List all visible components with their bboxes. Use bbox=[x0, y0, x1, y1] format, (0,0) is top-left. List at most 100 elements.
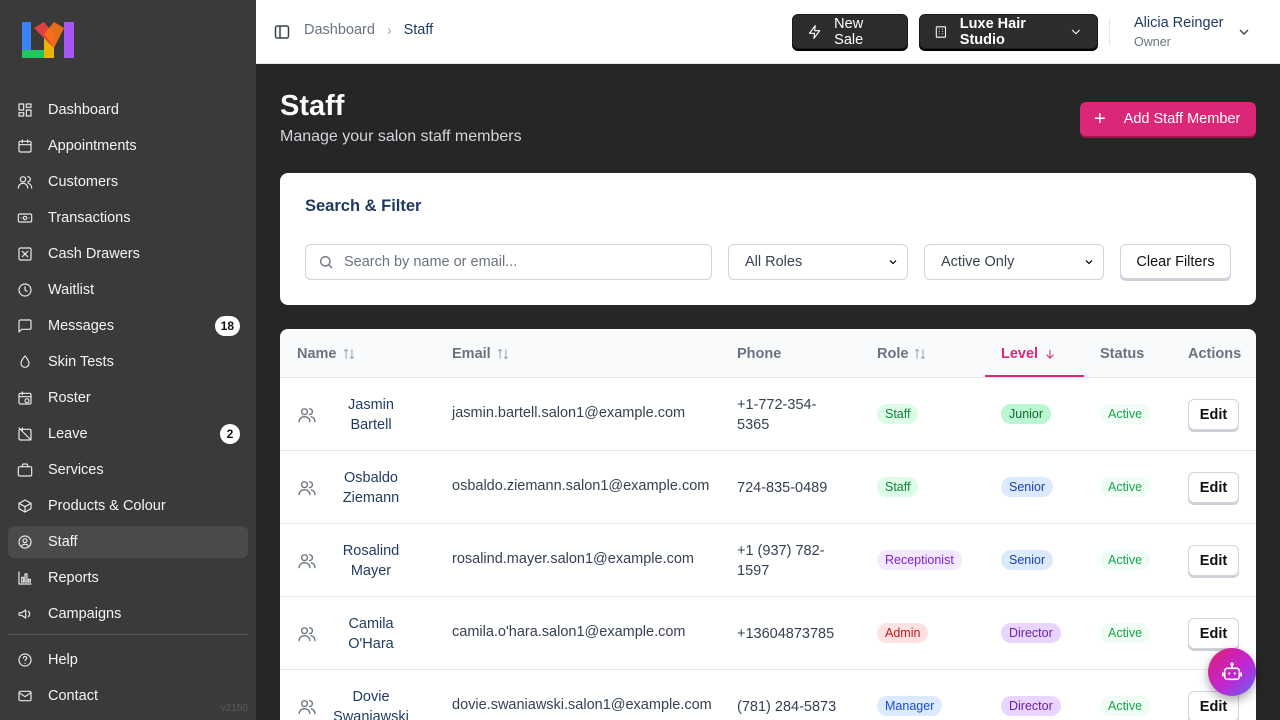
calendar-icon bbox=[16, 137, 34, 155]
sidebar-nav: Dashboard Appointments Customers Transactio… bbox=[8, 94, 248, 634]
add-staff-label: Add Staff Member bbox=[1123, 111, 1241, 127]
column-header-level[interactable]: Level bbox=[1001, 346, 1057, 362]
sidebar-item-label: Services bbox=[48, 462, 104, 478]
column-label: Name bbox=[297, 346, 337, 362]
staff-avatar-icon bbox=[297, 478, 317, 498]
breadcrumb-dashboard[interactable]: Dashboard bbox=[304, 22, 375, 38]
staff-email: osbaldo.ziemann.salon1@example.com bbox=[452, 478, 710, 494]
staff-phone: +1-772-354-5365 bbox=[737, 397, 817, 433]
status-filter-value: Active Only bbox=[941, 254, 1015, 270]
status-badge: Active bbox=[1100, 623, 1151, 643]
status-badge: Active bbox=[1100, 696, 1151, 716]
column-label: Actions bbox=[1188, 346, 1242, 362]
chevron-down-icon bbox=[889, 260, 897, 265]
status-filter-select[interactable]: Active Only bbox=[924, 244, 1104, 280]
new-sale-label: New Sale bbox=[834, 15, 864, 48]
sidebar-item-products-and-colour[interactable]: Products & Colour bbox=[8, 490, 248, 522]
staff-name[interactable]: Jasmin Bartell bbox=[348, 397, 394, 433]
search-box[interactable] bbox=[305, 244, 712, 280]
banknote-icon bbox=[16, 209, 34, 227]
staff-phone: 724-835-0489 bbox=[737, 480, 828, 496]
sidebar-item-label: Roster bbox=[48, 390, 91, 406]
sidebar-item-label: Appointments bbox=[48, 138, 137, 154]
sort-icon bbox=[497, 348, 508, 360]
mail-icon bbox=[16, 687, 34, 705]
user-circle-icon bbox=[16, 533, 34, 551]
sidebar-toggle-icon[interactable] bbox=[274, 24, 290, 40]
sidebar-item-appointments[interactable]: Appointments bbox=[8, 130, 248, 162]
help-icon bbox=[16, 651, 34, 669]
level-badge: Director bbox=[1001, 623, 1061, 643]
staff-email: camila.o'hara.salon1@example.com bbox=[452, 624, 686, 640]
header-divider bbox=[1109, 18, 1110, 46]
edit-button[interactable]: Edit bbox=[1188, 399, 1239, 430]
edit-button[interactable]: Edit bbox=[1188, 472, 1239, 503]
sidebar-item-dashboard[interactable]: Dashboard bbox=[8, 94, 248, 126]
staff-phone: +13604873785 bbox=[737, 626, 835, 642]
level-badge: Senior bbox=[1001, 477, 1054, 497]
user-menu[interactable]: Alicia Reinger Owner bbox=[1134, 15, 1223, 49]
sidebar-item-label: Products & Colour bbox=[48, 498, 166, 514]
sidebar: Dashboard Appointments Customers Transactio… bbox=[0, 0, 256, 720]
sidebar-item-services[interactable]: Services bbox=[8, 454, 248, 486]
staff-name[interactable]: Osbaldo Ziemann bbox=[342, 470, 400, 506]
column-header-name[interactable]: Name bbox=[297, 346, 356, 362]
clock-icon bbox=[16, 281, 34, 299]
edit-button[interactable]: Edit bbox=[1188, 618, 1239, 649]
sidebar-item-campaigns[interactable]: Campaigns bbox=[8, 598, 248, 630]
sidebar-item-label: Reports bbox=[48, 570, 99, 586]
status-badge: Active bbox=[1100, 477, 1151, 497]
staff-phone: +1 (937) 782-1597 bbox=[737, 543, 825, 579]
sidebar-item-help[interactable]: Help bbox=[8, 644, 248, 676]
role-badge: Admin bbox=[877, 623, 929, 643]
count-badge: 18 bbox=[214, 316, 240, 336]
sidebar-item-waitlist[interactable]: Waitlist bbox=[8, 274, 248, 306]
sidebar-item-messages[interactable]: Messages 18 bbox=[8, 310, 248, 342]
clear-filters-button[interactable]: Clear Filters bbox=[1120, 244, 1231, 279]
staff-name[interactable]: Dovie Swaniawski bbox=[333, 689, 409, 720]
sidebar-item-leave[interactable]: Leave 2 bbox=[8, 418, 248, 450]
sidebar-item-label: Customers bbox=[48, 174, 119, 190]
role-badge: Staff bbox=[877, 404, 919, 424]
message-icon bbox=[16, 317, 34, 335]
sidebar-item-reports[interactable]: Reports bbox=[8, 562, 248, 594]
staff-avatar-icon bbox=[297, 551, 317, 571]
column-label: Email bbox=[452, 346, 491, 362]
status-badge: Active bbox=[1100, 550, 1151, 570]
droplet-icon bbox=[16, 353, 34, 371]
sidebar-item-customers[interactable]: Customers bbox=[8, 166, 248, 198]
sidebar-item-label: Leave bbox=[48, 426, 88, 442]
search-input[interactable] bbox=[344, 254, 684, 270]
staff-name[interactable]: Camila O'Hara bbox=[348, 616, 394, 652]
column-header-email[interactable]: Email bbox=[452, 346, 510, 362]
table-row: Dovie Swaniawski dovie.swaniawski.salon1@… bbox=[280, 670, 1256, 720]
staff-avatar-icon bbox=[297, 624, 317, 644]
role-filter-select[interactable]: All Roles bbox=[728, 244, 908, 280]
edit-button[interactable]: Edit bbox=[1188, 545, 1239, 576]
add-staff-button[interactable]: + Add Staff Member bbox=[1080, 102, 1256, 136]
sidebar-item-label: Dashboard bbox=[48, 102, 119, 118]
sidebar-item-contact[interactable]: Contact bbox=[8, 680, 248, 712]
studio-switcher-button[interactable]: Luxe Hair Studio bbox=[919, 14, 1098, 49]
column-header-role[interactable]: Role bbox=[877, 346, 927, 362]
calendar-off-icon bbox=[16, 425, 34, 443]
sidebar-item-cash-drawers[interactable]: Cash Drawers bbox=[8, 238, 248, 270]
staff-name[interactable]: Rosalind Mayer bbox=[342, 543, 400, 579]
sidebar-item-label: Waitlist bbox=[48, 282, 95, 298]
briefcase-icon bbox=[16, 461, 34, 479]
sidebar-item-roster[interactable]: Roster bbox=[8, 382, 248, 414]
new-sale-button[interactable]: New Sale bbox=[792, 14, 908, 49]
package-icon bbox=[16, 497, 34, 515]
level-badge: Senior bbox=[1001, 550, 1054, 570]
sidebar-item-transactions[interactable]: Transactions bbox=[8, 202, 248, 234]
sidebar-item-skin-tests[interactable]: Skin Tests bbox=[8, 346, 248, 378]
assistant-bot-button[interactable] bbox=[1208, 648, 1256, 696]
calendar-clock-icon bbox=[16, 389, 34, 407]
column-label: Status bbox=[1100, 346, 1145, 362]
logo-icon[interactable] bbox=[20, 20, 76, 60]
chevron-down-icon[interactable] bbox=[1236, 24, 1252, 40]
role-filter-value: All Roles bbox=[745, 254, 803, 270]
column-header-status: Status bbox=[1100, 346, 1144, 362]
sidebar-item-staff[interactable]: Staff bbox=[8, 526, 248, 558]
sidebar-item-label: Transactions bbox=[48, 210, 131, 226]
